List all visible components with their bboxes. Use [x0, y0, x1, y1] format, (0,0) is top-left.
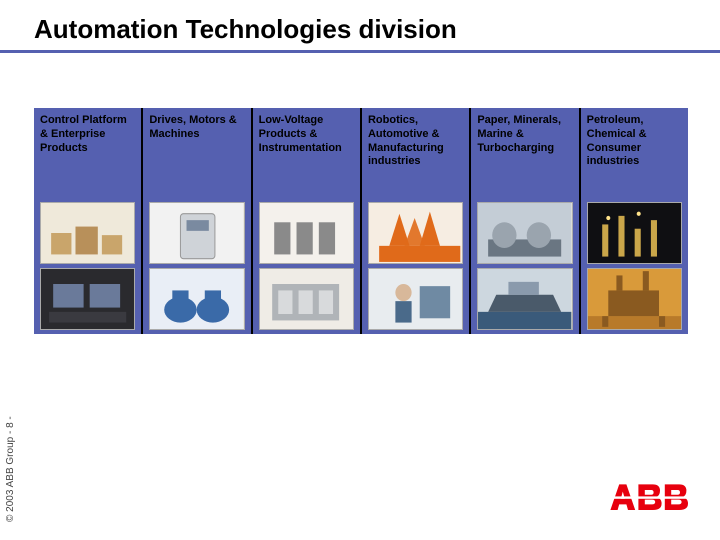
division-column: Low-Voltage Products & Instrumentation [253, 108, 362, 334]
thumbnail-offshore-rig [587, 268, 682, 330]
division-label: Petroleum, Chemical & Consumer industrie… [587, 114, 682, 178]
thumbnail-drive-unit [149, 202, 244, 264]
division-column: Drives, Motors & Machines [143, 108, 252, 334]
thumbnail-switchgear [259, 268, 354, 330]
abb-logo [608, 482, 688, 514]
thumbnail-worker [368, 268, 463, 330]
divisions-panel: Control Platform & Enterprise Products D… [34, 108, 688, 334]
division-thumbs [149, 178, 244, 330]
thumbnail-boxes-tan [40, 202, 135, 264]
division-thumbs [477, 178, 572, 330]
division-thumbs [40, 178, 135, 330]
copyright-text: © 2003 ABB Group - 8 - [5, 416, 16, 522]
division-label: Drives, Motors & Machines [149, 114, 244, 178]
thumbnail-workstation-dark [40, 268, 135, 330]
division-thumbs [368, 178, 463, 330]
thumbnail-orange-robots [368, 202, 463, 264]
thumbnail-night-plant [587, 202, 682, 264]
division-label: Low-Voltage Products & Instrumentation [259, 114, 354, 178]
division-column: Petroleum, Chemical & Consumer industrie… [581, 108, 688, 334]
title-underline [0, 50, 720, 53]
thumbnail-breakers [259, 202, 354, 264]
thumbnail-paper-mill [477, 202, 572, 264]
division-column: Control Platform & Enterprise Products [34, 108, 143, 334]
thumbnail-blue-motors [149, 268, 244, 330]
slide-title: Automation Technologies division [34, 14, 457, 45]
division-thumbs [259, 178, 354, 330]
division-label: Control Platform & Enterprise Products [40, 114, 135, 178]
division-column: Paper, Minerals, Marine & Turbocharging [471, 108, 580, 334]
thumbnail-ship [477, 268, 572, 330]
division-column: Robotics, Automotive & Manufacturing ind… [362, 108, 471, 334]
division-label: Robotics, Automotive & Manufacturing ind… [368, 114, 463, 178]
division-thumbs [587, 178, 682, 330]
division-label: Paper, Minerals, Marine & Turbocharging [477, 114, 572, 178]
